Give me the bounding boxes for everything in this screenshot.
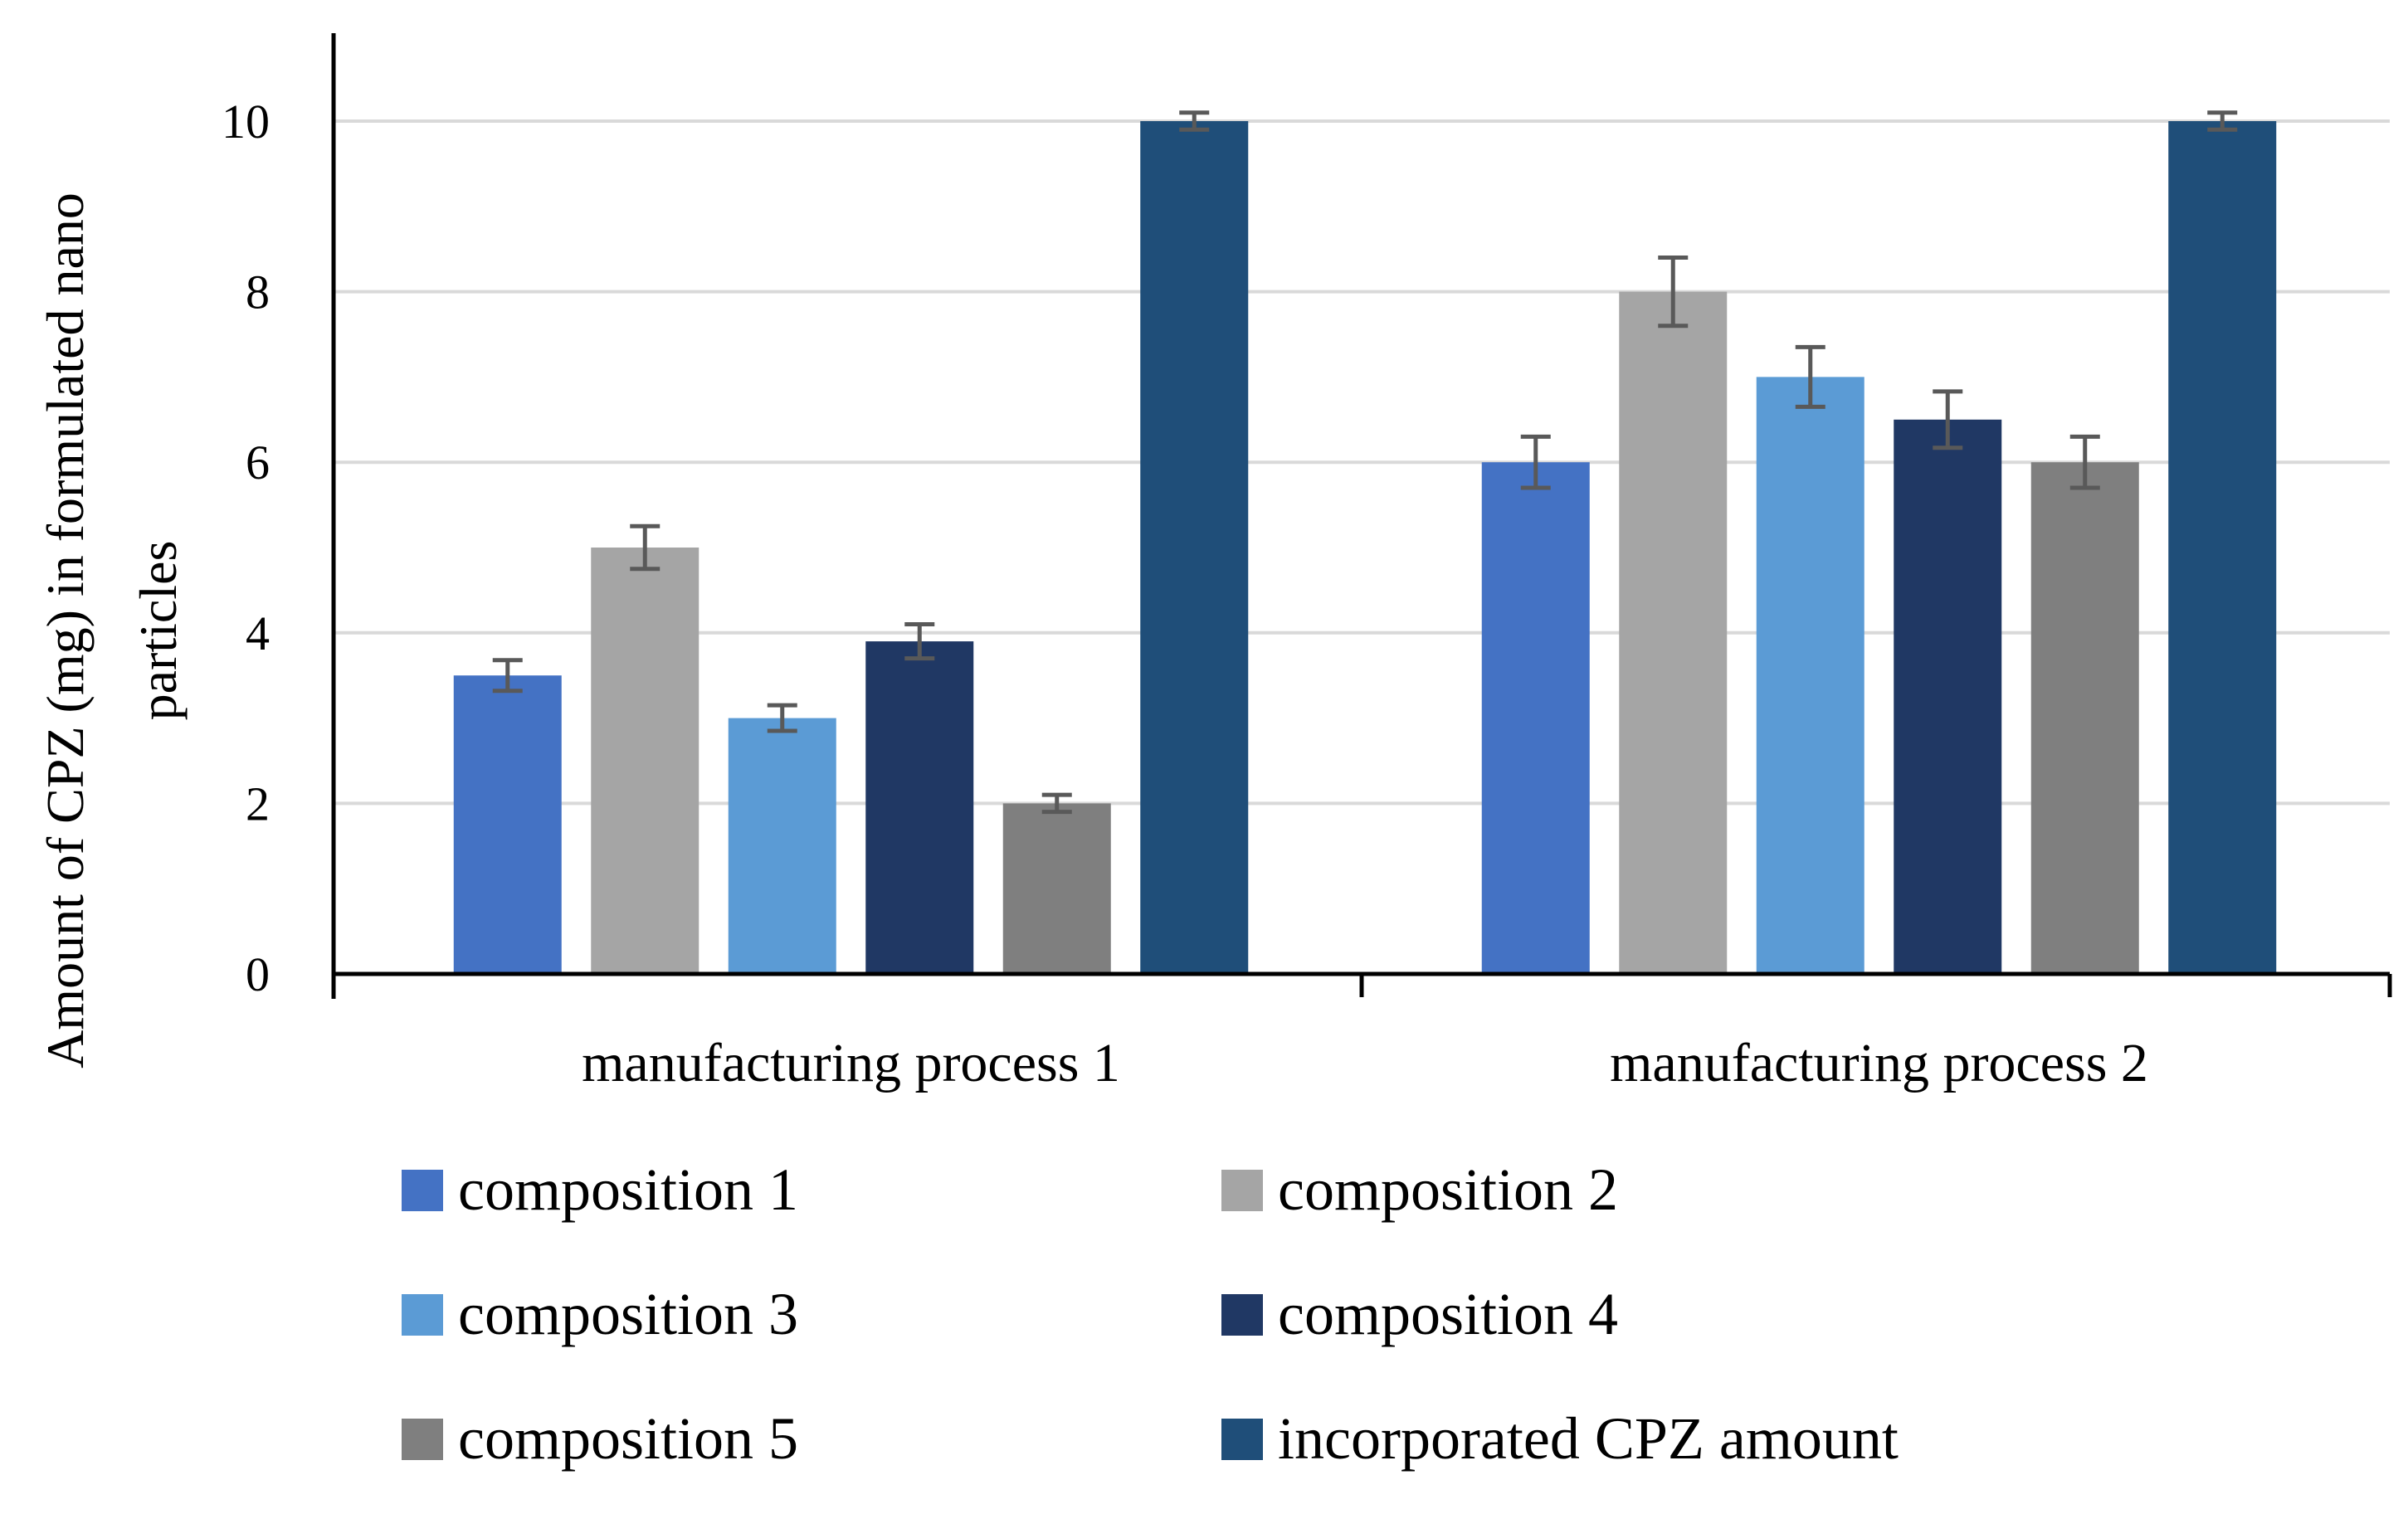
legend-item: composition 1 <box>402 1156 798 1223</box>
bar <box>1756 377 1864 974</box>
legend-label: composition 2 <box>1278 1156 1618 1223</box>
legend-swatch <box>1221 1170 1263 1211</box>
x-category-labels: manufacturing process 1 manufacturing pro… <box>582 1033 2148 1093</box>
y-tick-label: 4 <box>246 606 270 660</box>
bar <box>1140 121 1249 974</box>
legend-swatch <box>402 1294 443 1336</box>
legend-item: composition 2 <box>1221 1156 1618 1223</box>
y-tick-label: 8 <box>246 265 270 319</box>
y-axis-title-line-2: particles <box>129 541 188 721</box>
bar <box>2030 462 2139 974</box>
y-tick-labels: 0 2 4 6 8 10 <box>222 95 270 1001</box>
x-category-label: manufacturing process 2 <box>1610 1033 2148 1093</box>
legend-item: composition 3 <box>402 1281 798 1347</box>
legend-swatch <box>402 1419 443 1460</box>
legend-label: incorporated CPZ amount <box>1278 1405 1899 1472</box>
bar <box>1481 462 1590 974</box>
y-tick-label: 6 <box>246 436 270 489</box>
legend-label: composition 1 <box>458 1156 798 1223</box>
bar <box>865 641 974 974</box>
error-bars <box>492 110 2238 815</box>
legend-item: composition 5 <box>402 1405 798 1472</box>
bars <box>453 121 2277 975</box>
legend-label: composition 3 <box>458 1281 798 1347</box>
bar <box>1619 291 1728 975</box>
legend-item: incorporated CPZ amount <box>1221 1405 1899 1472</box>
bar <box>2168 121 2277 974</box>
bar <box>1894 419 2002 974</box>
legend-item: composition 4 <box>1221 1281 1618 1347</box>
bar <box>728 718 836 974</box>
axes <box>331 33 2392 999</box>
legend: composition 1 composition 2 composition 3 c… <box>402 1156 1899 1472</box>
y-axis-title-line-1: Amount of CPZ (mg) in formulated nano <box>36 192 95 1069</box>
legend-label: composition 5 <box>458 1405 798 1472</box>
legend-swatch <box>1221 1294 1263 1336</box>
y-tick-label: 2 <box>246 776 270 830</box>
bar <box>1002 803 1111 974</box>
legend-swatch <box>402 1170 443 1211</box>
y-tick-label: 10 <box>222 95 270 148</box>
legend-swatch <box>1221 1419 1263 1460</box>
bar <box>453 675 562 974</box>
y-tick-label: 0 <box>246 947 270 1001</box>
legend-label: composition 4 <box>1278 1281 1618 1347</box>
x-category-label: manufacturing process 1 <box>582 1033 1120 1093</box>
bar <box>591 548 699 974</box>
